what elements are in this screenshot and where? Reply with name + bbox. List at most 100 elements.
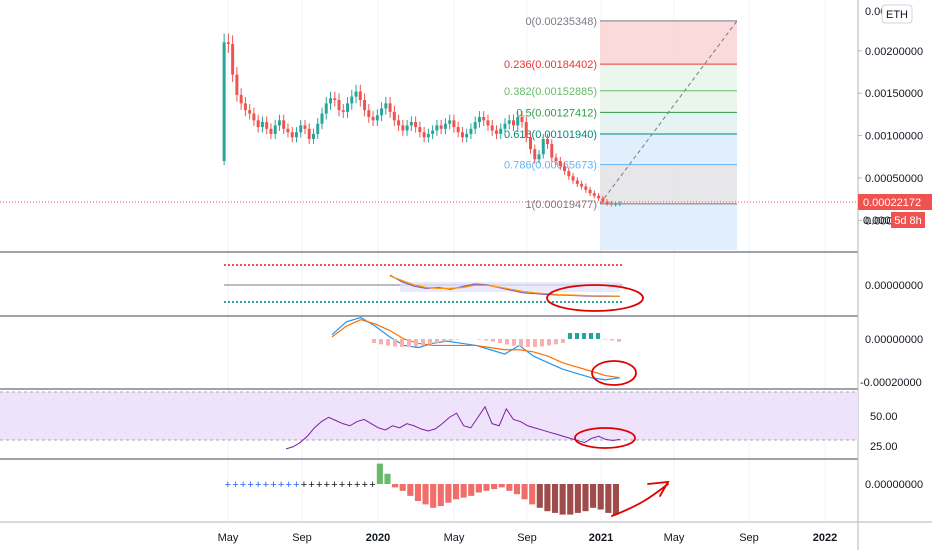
candle-body xyxy=(243,103,247,111)
candle-body xyxy=(273,125,277,134)
macd-tick-label: 0.00000000 xyxy=(865,334,923,346)
momentum-bar xyxy=(521,484,528,500)
candle-body xyxy=(380,108,384,116)
momentum-bar xyxy=(445,484,452,503)
momentum-zero-marker: + xyxy=(369,479,375,491)
candle-body xyxy=(384,103,388,109)
candle-body xyxy=(537,154,541,160)
ticker-label: ETH xyxy=(886,9,908,21)
candle-body xyxy=(282,120,286,129)
fib-level-label: 0.5(0.00127412) xyxy=(516,107,597,119)
macd-histogram-bar xyxy=(428,339,432,345)
price-tick-label: 0.00200000 xyxy=(865,46,923,58)
candle-body xyxy=(443,123,447,129)
macd-histogram-bar xyxy=(519,339,523,347)
momentum-zero-marker: + xyxy=(331,479,337,491)
macd-histogram-bar xyxy=(540,339,544,347)
candle-body xyxy=(494,130,498,134)
momentum-bar xyxy=(551,484,559,513)
candle-body xyxy=(307,128,311,139)
macd-histogram-bar xyxy=(554,339,558,345)
candle-body xyxy=(533,149,537,160)
time-tick-label: May xyxy=(444,532,465,544)
candle-body xyxy=(409,122,413,126)
momentum-zero-marker: + xyxy=(286,479,292,491)
momentum-bar xyxy=(574,484,581,513)
annotation-circle xyxy=(591,360,637,386)
candle-body xyxy=(239,94,243,104)
candle-body xyxy=(516,116,520,126)
candle-body xyxy=(286,128,290,133)
candle-body xyxy=(277,120,281,126)
candle-body xyxy=(584,186,588,190)
candle-body xyxy=(316,123,320,134)
momentum-bar xyxy=(399,484,406,491)
candle-body xyxy=(226,42,230,45)
candle-body xyxy=(265,122,269,129)
momentum-bar xyxy=(536,484,543,508)
momentum-zero-marker: + xyxy=(247,479,253,491)
momentum-bar xyxy=(376,463,383,484)
candle-body xyxy=(431,130,435,134)
macd-histogram-bar xyxy=(589,333,593,339)
fib-zone xyxy=(600,20,737,65)
momentum-zero-marker: + xyxy=(278,479,284,491)
macd-histogram-bar xyxy=(561,339,565,343)
momentum-bar xyxy=(559,484,566,515)
momentum-zero-marker: + xyxy=(255,479,261,491)
momentum-bar xyxy=(605,484,612,513)
candle-body xyxy=(375,115,379,121)
momentum-zero-marker: + xyxy=(270,479,276,491)
momentum-bar xyxy=(529,484,536,505)
candle-body xyxy=(460,132,464,138)
candle-body xyxy=(235,74,239,95)
macd-histogram-bar xyxy=(512,339,516,346)
candle-body xyxy=(231,44,235,75)
candle-body xyxy=(222,42,226,162)
macd-histogram-bar xyxy=(533,339,537,347)
countdown-badge xyxy=(891,212,925,228)
macd-histogram-bar xyxy=(505,339,509,345)
macd-histogram-bar xyxy=(393,339,397,347)
fib-zone xyxy=(600,133,737,165)
candle-body xyxy=(567,171,571,177)
momentum-zero-marker: + xyxy=(232,479,238,491)
stoch-band xyxy=(400,282,620,292)
fib-zone xyxy=(600,164,737,204)
time-tick-label: Sep xyxy=(739,532,759,544)
price-tick-label: 0.00 xyxy=(865,6,886,18)
macd-line xyxy=(331,316,621,381)
candle-body xyxy=(529,137,532,150)
momentum-zero-marker: + xyxy=(293,479,299,491)
macd-histogram-bar xyxy=(617,339,621,342)
stoch-line xyxy=(389,275,621,297)
candle-body xyxy=(363,100,367,111)
candle-body xyxy=(354,91,358,97)
current-price-label: 0.00022172 xyxy=(863,197,921,209)
macd-tick-label: -0.00020000 xyxy=(860,377,922,389)
candle-body xyxy=(439,125,443,129)
macd-histogram-bar xyxy=(582,333,586,339)
candle-body xyxy=(405,125,409,131)
candle-body xyxy=(614,203,618,205)
macd-histogram-bar xyxy=(456,339,460,340)
candle-body xyxy=(592,193,596,196)
candle-body xyxy=(499,128,503,134)
candle-body xyxy=(350,96,354,104)
candle-body xyxy=(512,120,515,126)
macd-histogram-bar xyxy=(603,339,607,340)
momentum-bar xyxy=(392,484,399,488)
candle-body xyxy=(320,113,324,124)
momentum-bar xyxy=(513,484,520,495)
momentum-bar xyxy=(582,484,589,512)
macd-histogram-bar xyxy=(526,339,530,347)
fib-zone xyxy=(600,203,737,250)
candle-body xyxy=(452,120,456,128)
macd-histogram-bar xyxy=(386,339,390,346)
candle-body xyxy=(456,127,460,133)
candle-body xyxy=(588,189,592,194)
macd-histogram-bar xyxy=(491,339,495,342)
candle-body xyxy=(337,100,341,111)
candle-body xyxy=(346,103,350,112)
